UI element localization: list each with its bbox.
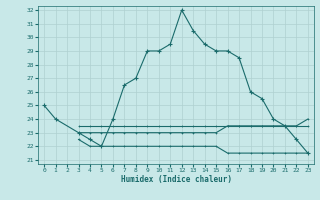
X-axis label: Humidex (Indice chaleur): Humidex (Indice chaleur)	[121, 175, 231, 184]
